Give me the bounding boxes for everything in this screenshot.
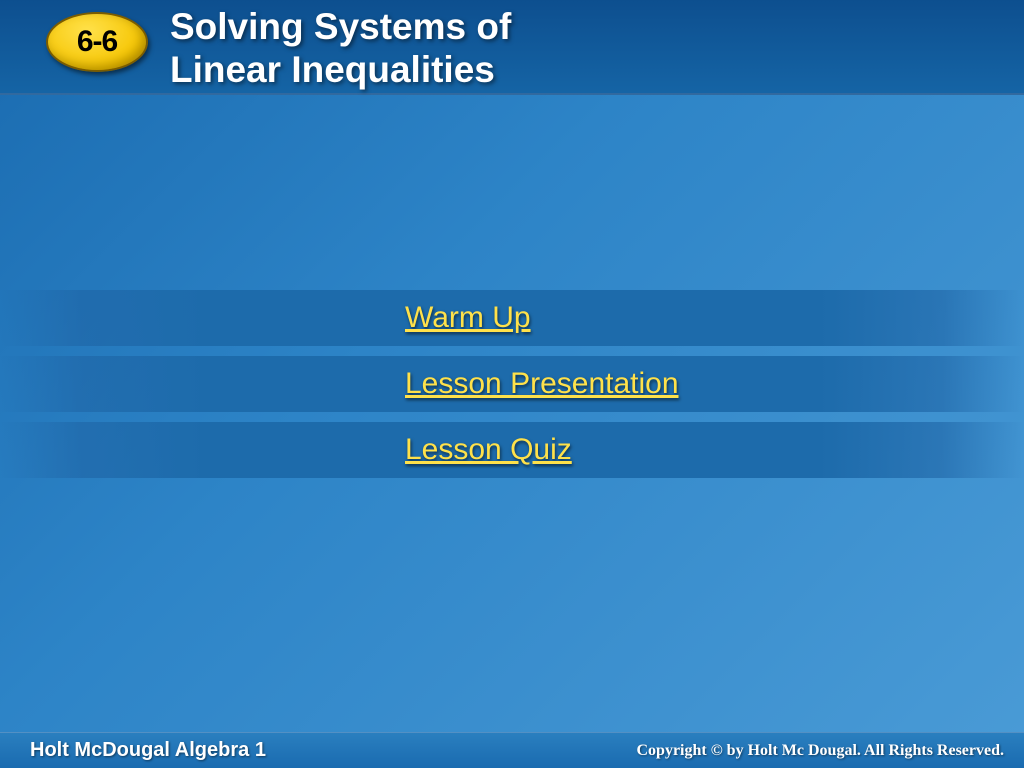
page-title: Solving Systems of Linear Inequalities <box>170 6 511 91</box>
menu: Warm Up Lesson Presentation Lesson Quiz <box>0 290 1024 488</box>
menu-row-presentation[interactable]: Lesson Presentation <box>0 356 1024 412</box>
title-line-2: Linear Inequalities <box>170 49 511 92</box>
footer-book-title: Holt McDougal Algebra 1 <box>30 739 266 762</box>
menu-link-warmup[interactable]: Warm Up <box>405 301 531 335</box>
menu-link-presentation[interactable]: Lesson Presentation <box>405 367 679 401</box>
section-badge: 6-6 <box>46 12 148 72</box>
section-number: 6-6 <box>77 25 117 59</box>
footer-copyright: Copyright © by Holt Mc Dougal. All Right… <box>637 742 1005 760</box>
menu-row-quiz[interactable]: Lesson Quiz <box>0 422 1024 478</box>
menu-link-quiz[interactable]: Lesson Quiz <box>405 433 572 467</box>
title-line-1: Solving Systems of <box>170 6 511 49</box>
header-band <box>0 0 1024 95</box>
menu-row-warmup[interactable]: Warm Up <box>0 290 1024 346</box>
footer: Holt McDougal Algebra 1 Copyright © by H… <box>0 732 1024 768</box>
